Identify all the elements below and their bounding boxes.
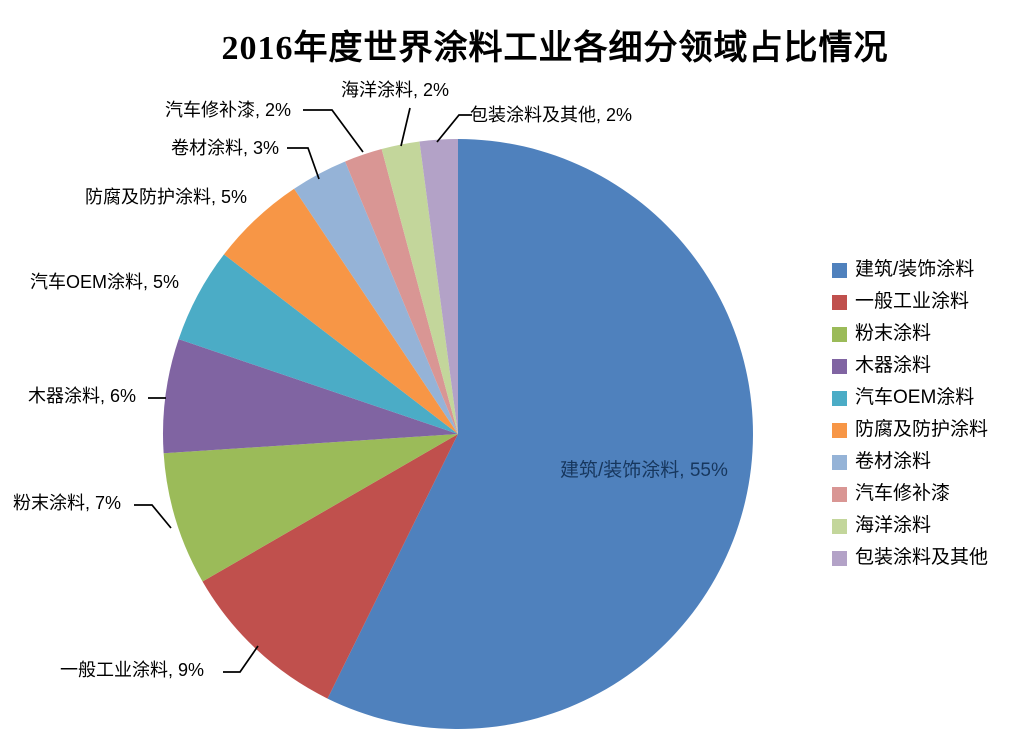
- legend-swatch-icon: [832, 454, 847, 470]
- legend-item-4: 汽车OEM涂料: [832, 382, 988, 414]
- legend-label: 卷材涂料: [855, 451, 932, 472]
- legend-item-7: 汽车修补漆: [832, 478, 988, 510]
- legend-label: 防腐及防护涂料: [855, 419, 989, 440]
- legend-swatch-icon: [832, 358, 847, 374]
- pie-slice-8: [381, 141, 458, 434]
- data-label-0: 建筑/装饰涂料, 55%: [560, 460, 728, 481]
- pie-slice-4: [178, 254, 458, 434]
- legend-item-1: 一般工业涂料: [832, 286, 988, 318]
- legend-swatch-icon: [832, 422, 847, 438]
- legend-label: 海洋涂料: [855, 515, 932, 536]
- data-label-4: 汽车OEM涂料, 5%: [30, 272, 180, 292]
- legend-swatch-icon: [832, 326, 847, 342]
- legend: 建筑/装饰涂料 一般工业涂料 粉末涂料木器涂料汽车OEM涂料 防腐及防护涂料 卷材涂料汽…: [832, 254, 988, 574]
- leader-marine: [400, 107, 411, 147]
- leader-coil: [287, 147, 320, 180]
- pie-slice-0: [327, 139, 753, 729]
- legend-item-8: 海洋涂料: [832, 510, 988, 542]
- legend-item-5: 防腐及防护涂料: [832, 414, 988, 446]
- legend-label: 粉末涂料: [855, 323, 932, 344]
- data-label-1: 一般工业涂料, 9%: [60, 660, 205, 680]
- legend-item-9: 包装涂料及其他: [832, 542, 988, 574]
- data-label-7: 汽车修补漆, 2%: [165, 100, 292, 120]
- legend-label: 汽车修补漆: [855, 483, 951, 504]
- leader-packaging: [436, 114, 472, 143]
- legend-label: 建筑/装饰涂料: [855, 259, 975, 280]
- data-label-2: 粉末涂料, 7%: [13, 493, 122, 513]
- pie-slice-2: [163, 434, 458, 582]
- pie-slice-9: [419, 139, 458, 434]
- legend-swatch-icon: [832, 390, 847, 406]
- legend-item-2: 粉末涂料: [832, 318, 988, 350]
- pie-slice-5: [223, 188, 458, 434]
- legend-label: 一般工业涂料: [855, 291, 970, 312]
- data-label-5: 防腐及防护涂料, 5%: [85, 187, 248, 207]
- legend-swatch-icon: [832, 294, 847, 310]
- data-label-6: 卷材涂料, 3%: [171, 138, 280, 158]
- data-label-9: 包装涂料及其他, 2%: [470, 105, 633, 125]
- chart-title: 2016年度世界涂料工业各细分领域占比情况: [221, 30, 889, 67]
- legend-item-6: 卷材涂料: [832, 446, 988, 478]
- legend-swatch-icon: [832, 518, 847, 534]
- legend-label: 汽车OEM涂料: [855, 387, 975, 408]
- leader-powder: [134, 504, 172, 529]
- legend-item-3: 木器涂料: [832, 350, 988, 382]
- data-label-8: 海洋涂料, 2%: [341, 80, 450, 100]
- legend-swatch-icon: [832, 262, 847, 278]
- leader-industrial: [223, 645, 259, 673]
- pie-slice-7: [345, 149, 458, 435]
- pie-slice-3: [162, 339, 458, 454]
- legend-label: 木器涂料: [855, 355, 932, 376]
- legend-label: 包装涂料及其他: [855, 547, 989, 568]
- data-label-3: 木器涂料, 6%: [28, 386, 137, 406]
- leader-refinish: [303, 109, 364, 153]
- legend-swatch-icon: [832, 486, 847, 502]
- legend-item-0: 建筑/装饰涂料: [832, 254, 988, 286]
- pie-slice-1: [202, 434, 458, 699]
- legend-swatch-icon: [832, 550, 847, 566]
- pie-slice-6: [294, 161, 458, 434]
